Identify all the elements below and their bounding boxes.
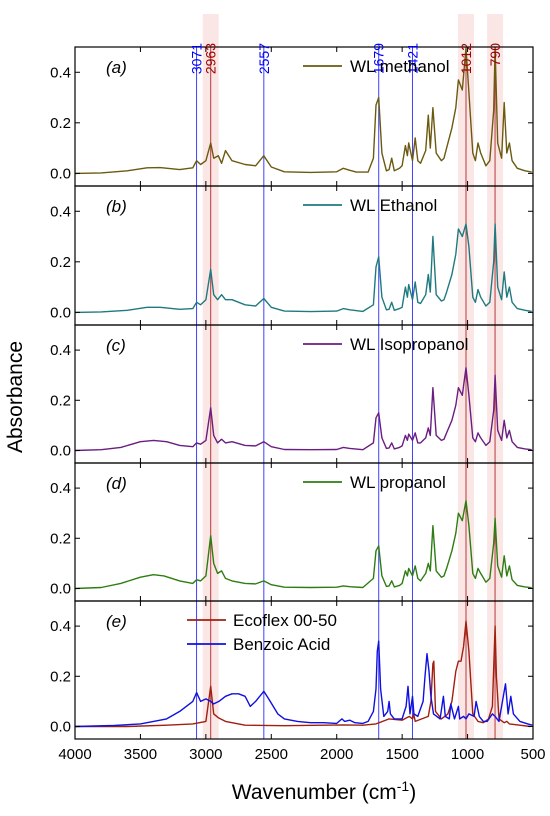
series-line-1-1 [74,47,532,175]
y-tick-label-4-2: 0.4 [50,480,71,497]
x-tick-label-5: 1500 [385,746,418,763]
y-tick-label-3-0: 0.0 [50,442,71,459]
x-tick-label-6: 1000 [451,746,484,763]
series-line-3-1 [74,367,532,452]
legend-entry-3-1: WL Isopropanol [350,335,468,354]
series-line-5-2 [74,640,533,728]
series-line-5-1 [75,620,531,728]
y-tick-label-2-1: 0.2 [50,254,71,271]
reference-lines-layer [196,47,496,739]
y-tick-label-5-0: 0.0 [50,718,71,735]
series-layer [74,47,533,728]
legend-entry-2-1: WL Ethanol [350,196,437,215]
y-tick-label-4-1: 0.2 [50,530,71,547]
y-tick-label-1-2: 0.4 [50,64,71,81]
y-tick-label-5-2: 0.4 [50,618,71,635]
x-tick-label-1: 3500 [124,746,157,763]
peak-label-1012: 1012 [458,43,474,74]
y-tick-label-4-0: 0.0 [50,580,71,597]
x-tick-label-3: 2500 [255,746,288,763]
x-tick-label-7: 500 [520,746,545,763]
peak-label-2963: 2963 [203,43,219,74]
legend-entry-5-1: Ecoflex 00-50 [233,611,337,630]
legend-entry-4-1: WL propanol [350,473,446,492]
axes-layer: 0.0 0.2 0.4 (a) WL methanol 0.0 0.2 0.4 (b) WL Et… [50,47,546,763]
x-axis-title-end: ) [409,781,416,804]
x-axis-title: Wavenumber (cm-1) [232,778,416,804]
x-tick-label-2: 3000 [189,746,222,763]
panel-label-1: (a) [106,58,127,77]
y-tick-label-2-2: 0.4 [50,203,71,220]
y-tick-label-2-0: 0.0 [50,304,71,321]
series-line-2-1 [74,223,532,314]
x-axis-title-main: Wavenumber (cm [232,781,397,804]
legend-entry-1-1: WL methanol [350,57,450,76]
series-line-4-1 [74,499,532,590]
peak-label-2557: 2557 [256,43,272,74]
panel-label-2: (b) [106,197,127,216]
peak-label-1679: 1679 [371,43,387,74]
legend-entry-5-2: Benzoic Acid [233,635,330,654]
x-tick-label-4: 2000 [320,746,353,763]
peak-label-790: 790 [487,43,503,67]
y-tick-label-1-1: 0.2 [50,115,71,132]
panel-frames-layer [74,46,534,740]
panel-label-5: (e) [106,612,127,631]
panel-frame-5 [74,600,534,740]
y-tick-label-5-1: 0.2 [50,668,71,685]
panel-label-3: (c) [106,336,126,355]
peak-shading-layer [202,14,504,739]
y-tick-label-3-2: 0.4 [50,342,71,359]
peak-label-1421: 1421 [404,43,420,74]
y-tick-label-1-0: 0.0 [50,165,71,182]
y-tick-label-3-1: 0.2 [50,392,71,409]
x-axis-title-superscript: -1 [397,778,410,794]
peak-label-3071: 3071 [189,43,205,74]
panel-label-4: (d) [106,474,127,493]
y-axis-title: Absorbance [4,341,27,453]
x-tick-label-0: 4000 [58,746,91,763]
